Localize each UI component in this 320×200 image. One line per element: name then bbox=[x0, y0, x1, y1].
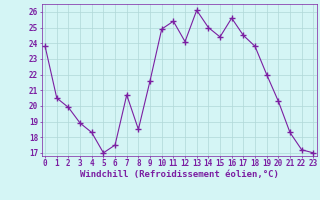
X-axis label: Windchill (Refroidissement éolien,°C): Windchill (Refroidissement éolien,°C) bbox=[80, 170, 279, 179]
